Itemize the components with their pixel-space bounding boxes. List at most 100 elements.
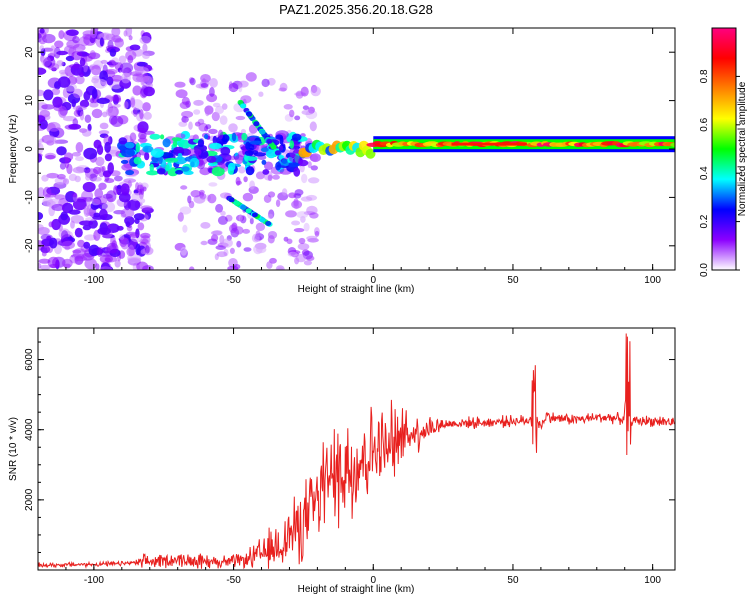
heatmap-cell bbox=[38, 67, 47, 75]
heatmap-cell bbox=[123, 101, 129, 109]
x-tick-label: 100 bbox=[644, 275, 661, 286]
heatmap-cell bbox=[221, 134, 230, 143]
heatmap-cell bbox=[130, 97, 136, 108]
heatmap-cell bbox=[142, 102, 151, 112]
heatmap-cell bbox=[217, 129, 224, 140]
heatmap-cell bbox=[60, 211, 68, 221]
heatmap-cell bbox=[302, 105, 309, 110]
heatmap-cell bbox=[79, 110, 85, 121]
heatmap-cell bbox=[235, 115, 246, 121]
heatmap-cell bbox=[110, 115, 124, 127]
heatmap-cell bbox=[291, 220, 301, 226]
heatmap-cell bbox=[42, 196, 54, 208]
heatmap-cell bbox=[243, 247, 252, 252]
heatmap-cell bbox=[132, 85, 142, 96]
heatmap-cell bbox=[140, 85, 149, 98]
heatmap-cell bbox=[197, 139, 205, 148]
heatmap-cell bbox=[123, 30, 128, 37]
heatmap-cell bbox=[234, 200, 240, 206]
snr-series-line bbox=[38, 333, 675, 570]
colorbar-tick-label: 0.2 bbox=[699, 214, 710, 228]
heatmap-cell bbox=[139, 35, 151, 45]
heatmap-cell bbox=[190, 161, 195, 168]
heatmap-cell bbox=[209, 142, 222, 150]
heatmap-cell bbox=[262, 169, 270, 175]
heatmap-cell bbox=[95, 156, 105, 167]
heatmap-cell bbox=[188, 148, 202, 157]
heatmap-cell bbox=[38, 212, 44, 220]
heatmap-cell bbox=[72, 36, 80, 44]
heatmap-cell bbox=[260, 147, 269, 153]
figure-title: PAZ1.2025.356.20.18.G28 bbox=[279, 2, 433, 17]
heatmap-cell bbox=[98, 182, 107, 190]
heatmap-cell bbox=[132, 107, 138, 118]
heatmap-cell bbox=[137, 222, 145, 231]
heatmap-cell bbox=[137, 127, 148, 133]
heatmap-cell bbox=[126, 247, 136, 257]
heatmap-cell bbox=[99, 37, 104, 47]
heatmap-cell bbox=[173, 146, 185, 154]
heatmap-cell bbox=[309, 153, 321, 163]
heatmap-cell bbox=[301, 173, 308, 184]
heatmap-cell bbox=[127, 257, 142, 263]
heatmap-cell bbox=[309, 121, 317, 132]
heatmap-cell bbox=[188, 200, 195, 209]
heatmap-cell bbox=[236, 240, 242, 248]
heatmap-cell bbox=[149, 163, 154, 172]
heatmap-cell bbox=[240, 204, 247, 210]
heatmap-cell bbox=[150, 148, 164, 158]
heatmap-cell bbox=[306, 255, 315, 261]
heatmap-cell bbox=[310, 86, 321, 97]
colorbar-tick-label: 0.8 bbox=[699, 69, 710, 83]
heatmap-cell bbox=[162, 138, 171, 148]
heatmap-cell bbox=[84, 114, 92, 124]
x-tick-label: -50 bbox=[226, 575, 241, 586]
heatmap-cell bbox=[93, 212, 100, 218]
heatmap-cell bbox=[220, 146, 231, 156]
x-tick-label: -50 bbox=[226, 275, 241, 286]
heatmap-cell bbox=[124, 216, 135, 226]
colorbar-gradient bbox=[712, 28, 736, 270]
heatmap-cell bbox=[111, 28, 121, 37]
heatmap-cell bbox=[57, 76, 71, 88]
heatmap-cell bbox=[127, 199, 141, 211]
heatmap-cell bbox=[42, 186, 52, 199]
heatmap-cell bbox=[285, 210, 297, 218]
heatmap-cell bbox=[79, 220, 94, 226]
heatmap-cell bbox=[255, 171, 265, 180]
heatmap-cell bbox=[50, 45, 56, 57]
x-tick-label: 50 bbox=[507, 275, 519, 286]
heatmap-cell bbox=[38, 142, 44, 154]
heatmap-cell bbox=[138, 198, 146, 204]
heatmap-cell bbox=[143, 111, 152, 120]
heatmap-cell bbox=[83, 207, 89, 215]
heatmap-cell bbox=[216, 251, 228, 258]
heatmap-cell bbox=[277, 267, 284, 270]
heatmap-cell bbox=[54, 194, 66, 200]
heatmap-cell bbox=[242, 228, 250, 234]
heatmap-cell bbox=[102, 111, 108, 118]
heatmap-cell bbox=[139, 109, 144, 120]
heatmap-cell bbox=[61, 258, 73, 268]
heatmap-cell bbox=[129, 44, 141, 51]
heatmap-cell bbox=[172, 140, 178, 147]
heatmap-cell bbox=[43, 135, 57, 144]
heatmap-cell bbox=[121, 163, 133, 171]
heatmap-cell bbox=[91, 88, 98, 100]
heatmap-cell bbox=[281, 188, 288, 196]
heatmap-cell bbox=[286, 162, 300, 167]
heatmap-cell bbox=[249, 217, 254, 225]
x-tick-label: 0 bbox=[370, 275, 376, 286]
heatmap-cell bbox=[121, 148, 135, 158]
heatmap-cell bbox=[41, 251, 47, 257]
heatmap-cell bbox=[104, 171, 110, 182]
heatmap-cell bbox=[84, 258, 97, 270]
heatmap-cell bbox=[244, 150, 254, 156]
heatmap-cell bbox=[258, 91, 264, 97]
heatmap-cell bbox=[238, 80, 249, 88]
heatmap-cell bbox=[68, 209, 81, 215]
heatmap-cell bbox=[119, 238, 128, 248]
heatmap-cell bbox=[306, 235, 318, 241]
heatmap-cell bbox=[204, 106, 210, 117]
